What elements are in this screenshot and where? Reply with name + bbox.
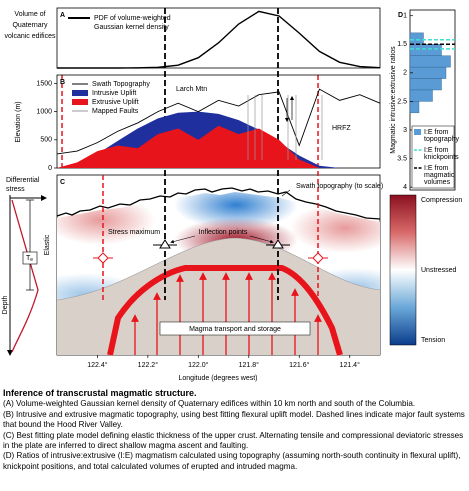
- legend-box: [411, 125, 455, 189]
- colorbar-label: Tension: [421, 337, 445, 344]
- x-tick-label: 122.4°: [87, 361, 108, 369]
- annotation: Larch Mtn: [176, 86, 207, 93]
- diff-stress-label: Differential: [6, 177, 40, 184]
- pointer: [170, 235, 196, 244]
- x-tick-label: 121.8°: [239, 361, 260, 369]
- panel-a-frame: [56, 7, 381, 69]
- bar: [409, 55, 451, 68]
- te-box: [22, 251, 38, 265]
- legend-label: Extrusive Uplift: [92, 99, 139, 106]
- bar: [409, 89, 433, 102]
- y-tick-label: 4: [403, 184, 407, 191]
- plate-base-line: [56, 237, 381, 301]
- stress-markers: [93, 252, 328, 264]
- panel-letter: C: [60, 179, 65, 186]
- x-tick-label: 121.6°: [289, 361, 310, 369]
- stress-profile: [11, 199, 39, 353]
- y-tick-label: 0: [48, 165, 52, 172]
- y-tick-label: 2.5: [397, 98, 407, 105]
- legend-swatch: [414, 129, 421, 135]
- caption-paragraph: (C) Best fitting plate model defining el…: [3, 430, 464, 451]
- colorbar: [389, 194, 417, 346]
- x-tick-label: 122.2°: [138, 361, 159, 369]
- y-axis-label: volcanic edifices: [5, 33, 56, 40]
- magma-arrows: [131, 272, 322, 355]
- caption-paragraph: (A) Volume-weighted Gaussian kernel dens…: [3, 399, 416, 409]
- triangle: [272, 239, 284, 249]
- elastic-label: Elastic: [44, 234, 51, 255]
- diamond: [312, 252, 324, 264]
- x-axis-label: Longitude (degrees west): [179, 375, 258, 382]
- te-subscript: e: [30, 257, 33, 263]
- y-axis-label: Volume of: [14, 11, 45, 18]
- density-line: [57, 10, 381, 69]
- legend-label: I:E from: [424, 129, 449, 136]
- te-label: Te: [26, 255, 33, 263]
- legend-label: magmatic: [424, 172, 455, 179]
- panel-c-drawing: [7, 7, 456, 356]
- y-tick-label: 1: [403, 13, 407, 20]
- legend-label: Gaussian kernel density: [94, 24, 169, 31]
- legend-label: PDF of volume-weighted: [94, 15, 171, 22]
- y-tick-label: 2: [403, 70, 407, 77]
- legend-label: I:E from: [424, 165, 449, 172]
- figure: A B C D Elevation (m) Magma transport an…: [2, 7, 462, 382]
- caption: Inference of transcrustal magmatic struc…: [3, 388, 466, 472]
- legend-label: I:E from: [424, 147, 449, 154]
- caption-title: Inference of transcrustal magmatic struc…: [3, 388, 197, 398]
- y-tick-label: 3: [403, 127, 407, 134]
- pointer: [281, 189, 291, 197]
- topography-line: [56, 88, 381, 155]
- bar: [409, 66, 447, 79]
- legend-label: Intrusive Uplift: [92, 90, 136, 97]
- y-axis-label: Quaternary: [12, 22, 48, 29]
- y-tick-label: 1.5: [397, 41, 407, 48]
- inflection-markers: [153, 239, 290, 249]
- y-tick-label: 1500: [36, 80, 52, 87]
- stress-label: Stress maximum: [108, 229, 160, 236]
- bar: [409, 78, 442, 91]
- y-tick-label: 500: [40, 137, 52, 144]
- bar: [409, 101, 420, 114]
- colorbar-label: Compression: [421, 197, 462, 204]
- depth-label: Depth: [2, 296, 9, 315]
- triangle: [159, 239, 171, 249]
- legend-label: Swath Topography: [92, 81, 150, 88]
- legend-label: topography: [424, 136, 460, 143]
- panel-letter: D: [398, 12, 403, 19]
- y-axis-label: Elevation (m): [15, 101, 22, 142]
- y-tick-label: 1000: [36, 108, 52, 115]
- y-axis-label: Magmatic intrusive:extrusive ratios: [390, 46, 397, 154]
- panel-letter: A: [60, 12, 65, 19]
- legend-swatch: [72, 99, 88, 105]
- topo-label: Swath topography (to scale): [296, 183, 383, 190]
- uplift-area: [57, 125, 380, 168]
- legend-label: volumes: [424, 179, 451, 186]
- legend-swatch: [72, 90, 88, 96]
- magma-body: [107, 265, 343, 356]
- magma-label: Magma transport and storage: [189, 326, 281, 333]
- x-tick-label: 122.0°: [188, 361, 209, 369]
- caption-paragraph: (D) Ratios of intrusive:extrusive (I:E) …: [3, 451, 461, 471]
- annotation: HRFZ: [332, 125, 351, 132]
- diff-stress-label: stress: [6, 186, 25, 193]
- caption-paragraph: (B) Intrusive and extrusive magmatic top…: [3, 409, 465, 430]
- legend-label: knickpoints: [424, 154, 459, 161]
- swath-topography-line: [56, 187, 381, 220]
- panel-letter: B: [60, 79, 65, 86]
- inflection-label: Inflection points: [199, 229, 248, 236]
- legend-label: Mapped Faults: [92, 108, 139, 115]
- bar: [409, 44, 442, 56]
- colorbar-label: Unstressed: [421, 267, 457, 274]
- y-tick-label: 3.5: [397, 155, 407, 162]
- magma-label-box: [159, 321, 311, 336]
- pointer: [249, 235, 274, 244]
- diamond: [97, 252, 109, 264]
- bar: [409, 32, 424, 45]
- te-symbol: T: [26, 255, 31, 262]
- x-tick-label: 121.4°: [340, 361, 361, 369]
